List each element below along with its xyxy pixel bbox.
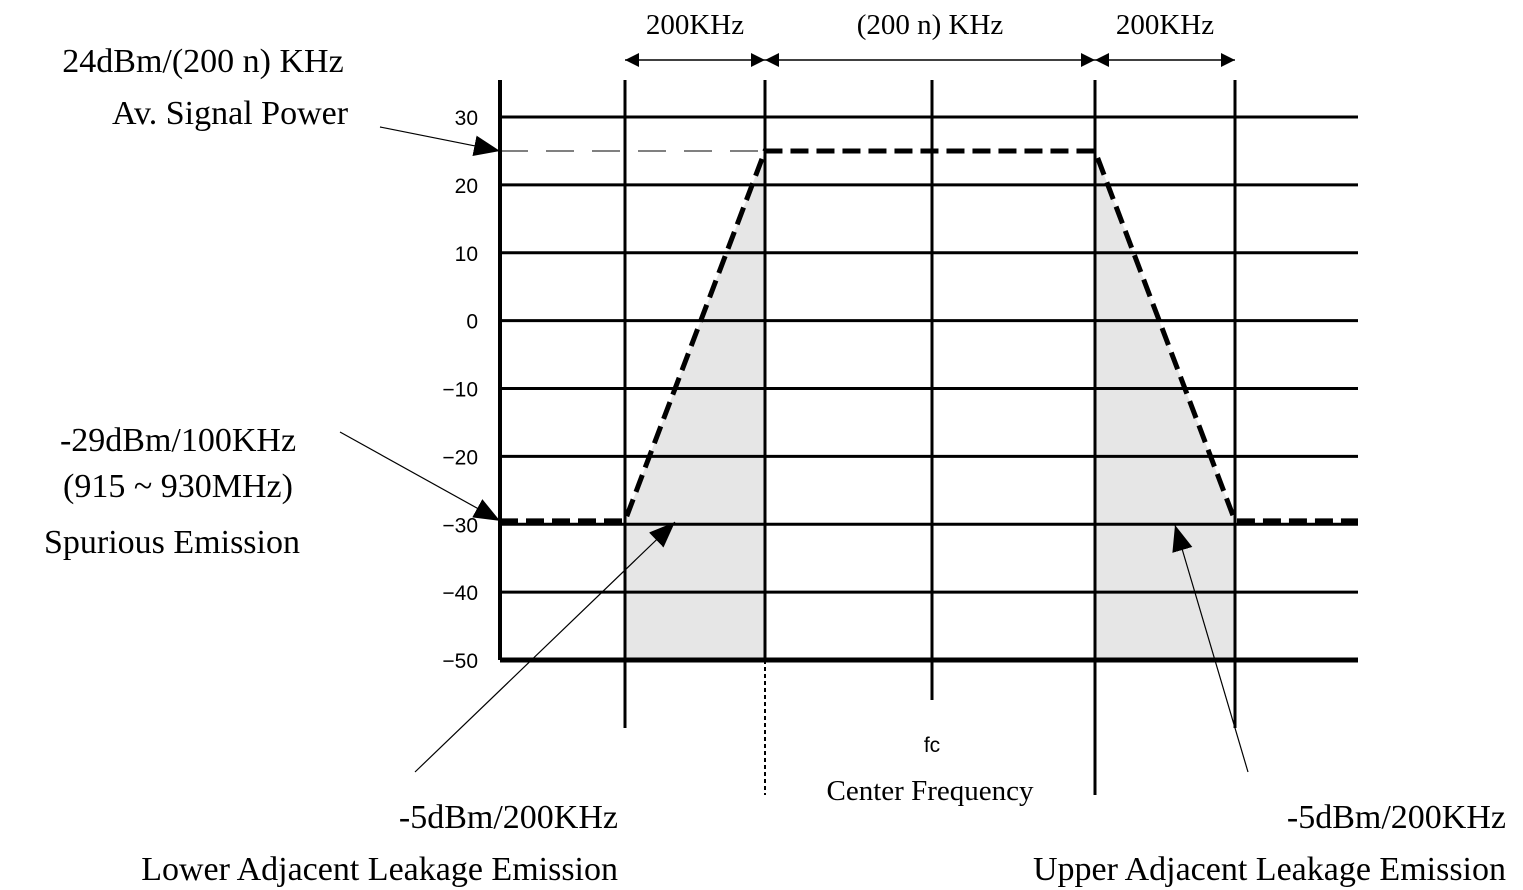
center-symbol: fc [924, 734, 940, 757]
leader-arrow [379, 126, 501, 157]
dimension-label: 200KHz [1116, 9, 1214, 41]
mask-line [500, 148, 1358, 524]
leader-arrow [339, 431, 501, 522]
annotation: Lower Adjacent Leakage Emission [141, 851, 618, 888]
y-tick-label: 0 [466, 311, 478, 334]
leader-arrow [414, 521, 676, 773]
y-tick-label: −30 [442, 514, 478, 537]
leakage-area [1095, 150, 1235, 660]
y-tick-label: 10 [455, 243, 478, 266]
dimension-label: 200KHz [646, 9, 744, 41]
y-tick-label: −20 [442, 446, 478, 469]
y-tick-label: 20 [455, 175, 478, 198]
center-label: Center Frequency [827, 775, 1034, 807]
annotation: -29dBm/100KHz [60, 422, 296, 459]
annotation: -5dBm/200KHz [1287, 799, 1506, 836]
annotation: Spurious Emission [44, 524, 300, 561]
annotation: (915 ~ 930MHz) [63, 468, 293, 505]
y-tick-label: −50 [442, 650, 478, 673]
annotation: 24dBm/(200 n) KHz [62, 43, 343, 80]
annotation: Av. Signal Power [112, 95, 349, 132]
y-tick-label: −40 [442, 582, 478, 605]
annotation: -5dBm/200KHz [399, 799, 618, 836]
leakage-area [625, 150, 765, 660]
y-tick-label: −10 [442, 379, 478, 402]
annotation: Upper Adjacent Leakage Emission [1033, 851, 1506, 888]
dimension-label: (200 n) KHz [857, 9, 1004, 41]
y-tick-label: 30 [455, 107, 478, 130]
leader-arrow [1172, 524, 1249, 773]
